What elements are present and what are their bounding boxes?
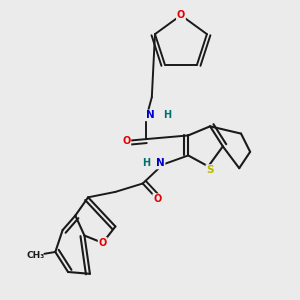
Text: S: S (206, 165, 214, 175)
Text: O: O (98, 238, 107, 248)
Text: N: N (156, 158, 165, 169)
Text: H: H (142, 158, 150, 169)
Text: H: H (164, 110, 172, 120)
Text: O: O (153, 194, 161, 204)
Text: O: O (122, 136, 130, 146)
Text: O: O (177, 10, 185, 20)
Text: CH₃: CH₃ (26, 251, 44, 260)
Text: N: N (146, 110, 154, 120)
